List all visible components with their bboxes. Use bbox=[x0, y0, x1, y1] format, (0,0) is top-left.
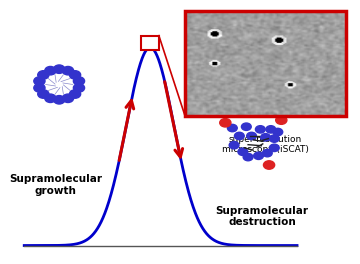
Circle shape bbox=[45, 67, 56, 75]
Circle shape bbox=[220, 119, 231, 127]
Circle shape bbox=[238, 148, 248, 155]
Circle shape bbox=[38, 71, 49, 79]
Circle shape bbox=[54, 96, 65, 104]
Text: Supramolecular
destruction: Supramolecular destruction bbox=[216, 206, 309, 227]
Circle shape bbox=[243, 153, 253, 161]
Text: Supramolecular
growth: Supramolecular growth bbox=[9, 174, 102, 196]
Text: super-resolution
microscopy (iSCAT): super-resolution microscopy (iSCAT) bbox=[222, 135, 309, 154]
Circle shape bbox=[73, 77, 85, 85]
Circle shape bbox=[54, 65, 65, 73]
Circle shape bbox=[242, 123, 251, 130]
Circle shape bbox=[34, 77, 45, 85]
Circle shape bbox=[45, 94, 56, 102]
Circle shape bbox=[38, 90, 49, 98]
Circle shape bbox=[255, 126, 265, 133]
Circle shape bbox=[228, 124, 237, 132]
Circle shape bbox=[262, 149, 272, 157]
Circle shape bbox=[229, 142, 239, 149]
Circle shape bbox=[269, 144, 279, 152]
Circle shape bbox=[62, 67, 73, 75]
Circle shape bbox=[62, 94, 73, 102]
Circle shape bbox=[69, 90, 81, 98]
Circle shape bbox=[273, 128, 283, 136]
Circle shape bbox=[261, 134, 270, 141]
Circle shape bbox=[73, 84, 85, 92]
Circle shape bbox=[276, 116, 287, 124]
Bar bbox=[185, 11, 346, 116]
Circle shape bbox=[266, 126, 276, 133]
Bar bbox=[141, 36, 159, 50]
Circle shape bbox=[269, 135, 279, 142]
Circle shape bbox=[69, 71, 81, 79]
Circle shape bbox=[254, 152, 264, 159]
Circle shape bbox=[34, 84, 45, 92]
Circle shape bbox=[234, 132, 244, 140]
Circle shape bbox=[247, 132, 256, 140]
Circle shape bbox=[264, 161, 275, 169]
